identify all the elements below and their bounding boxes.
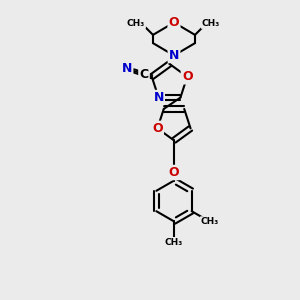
Text: CH₃: CH₃ <box>165 238 183 247</box>
Text: O: O <box>182 70 193 83</box>
Text: CH₃: CH₃ <box>127 19 145 28</box>
Text: C: C <box>140 68 148 81</box>
Text: O: O <box>169 16 179 29</box>
Text: CH₃: CH₃ <box>201 217 219 226</box>
Text: O: O <box>169 166 179 179</box>
Text: CH₃: CH₃ <box>202 19 220 28</box>
Text: N: N <box>169 49 179 62</box>
Text: N: N <box>122 62 132 75</box>
Text: N: N <box>153 91 164 104</box>
Text: O: O <box>152 122 163 135</box>
